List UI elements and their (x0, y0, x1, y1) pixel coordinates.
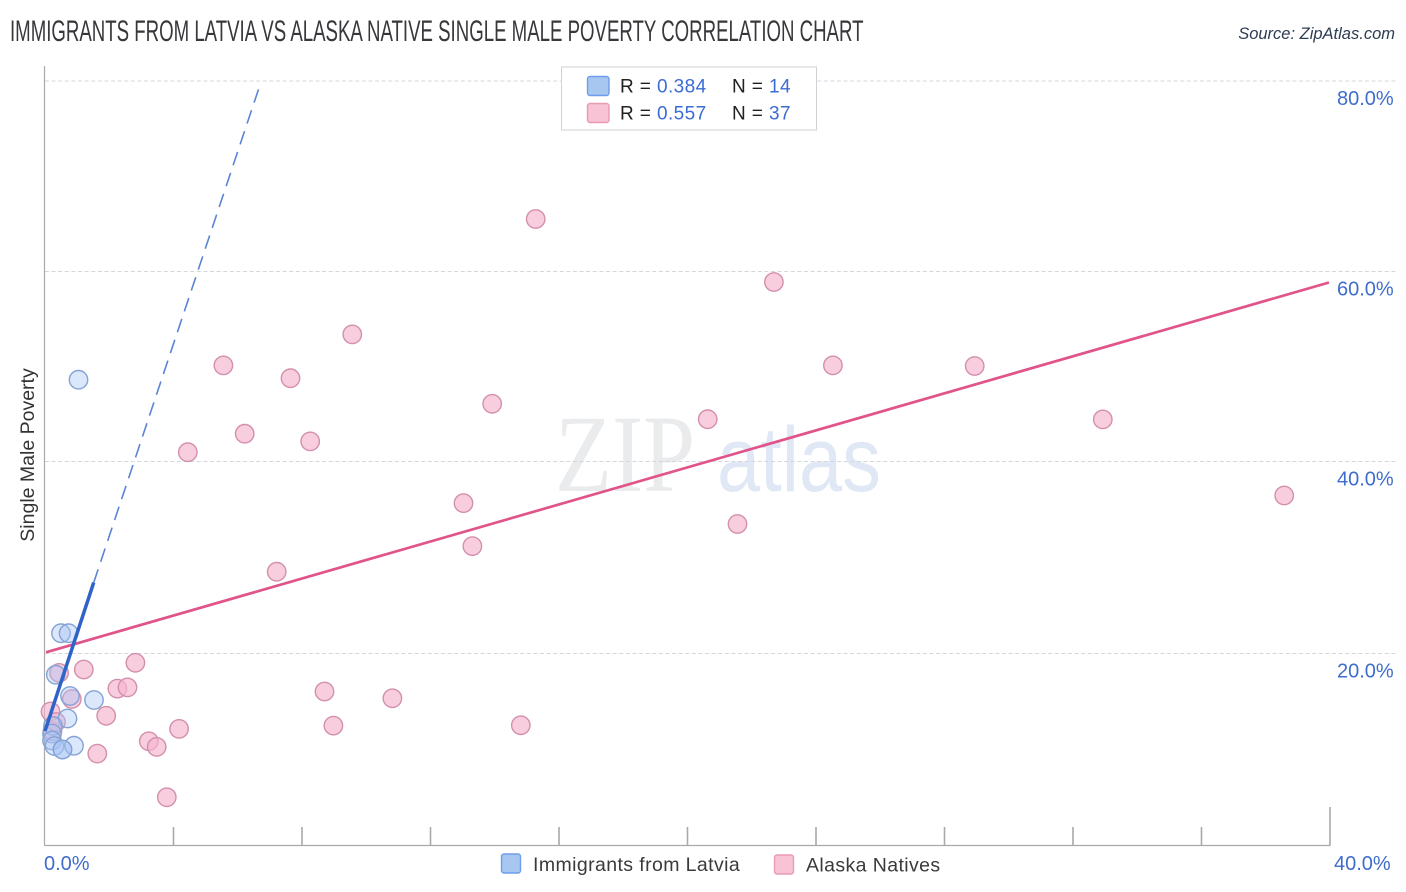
svg-text:80.0%: 80.0% (1337, 88, 1394, 110)
svg-text:40.0%: 40.0% (1334, 853, 1391, 875)
svg-text:0.0%: 0.0% (44, 853, 90, 875)
svg-text:ZIP: ZIP (555, 393, 695, 515)
svg-text:Alaska Natives: Alaska Natives (806, 855, 941, 877)
svg-text:60.0%: 60.0% (1337, 279, 1394, 301)
svg-text:20.0%: 20.0% (1337, 661, 1394, 683)
svg-text:atlas: atlas (717, 409, 881, 511)
svg-text:40.0%: 40.0% (1337, 469, 1394, 491)
svg-text:Single Male Poverty: Single Male Poverty (17, 368, 39, 542)
svg-text:Immigrants from Latvia: Immigrants from Latvia (533, 854, 740, 876)
